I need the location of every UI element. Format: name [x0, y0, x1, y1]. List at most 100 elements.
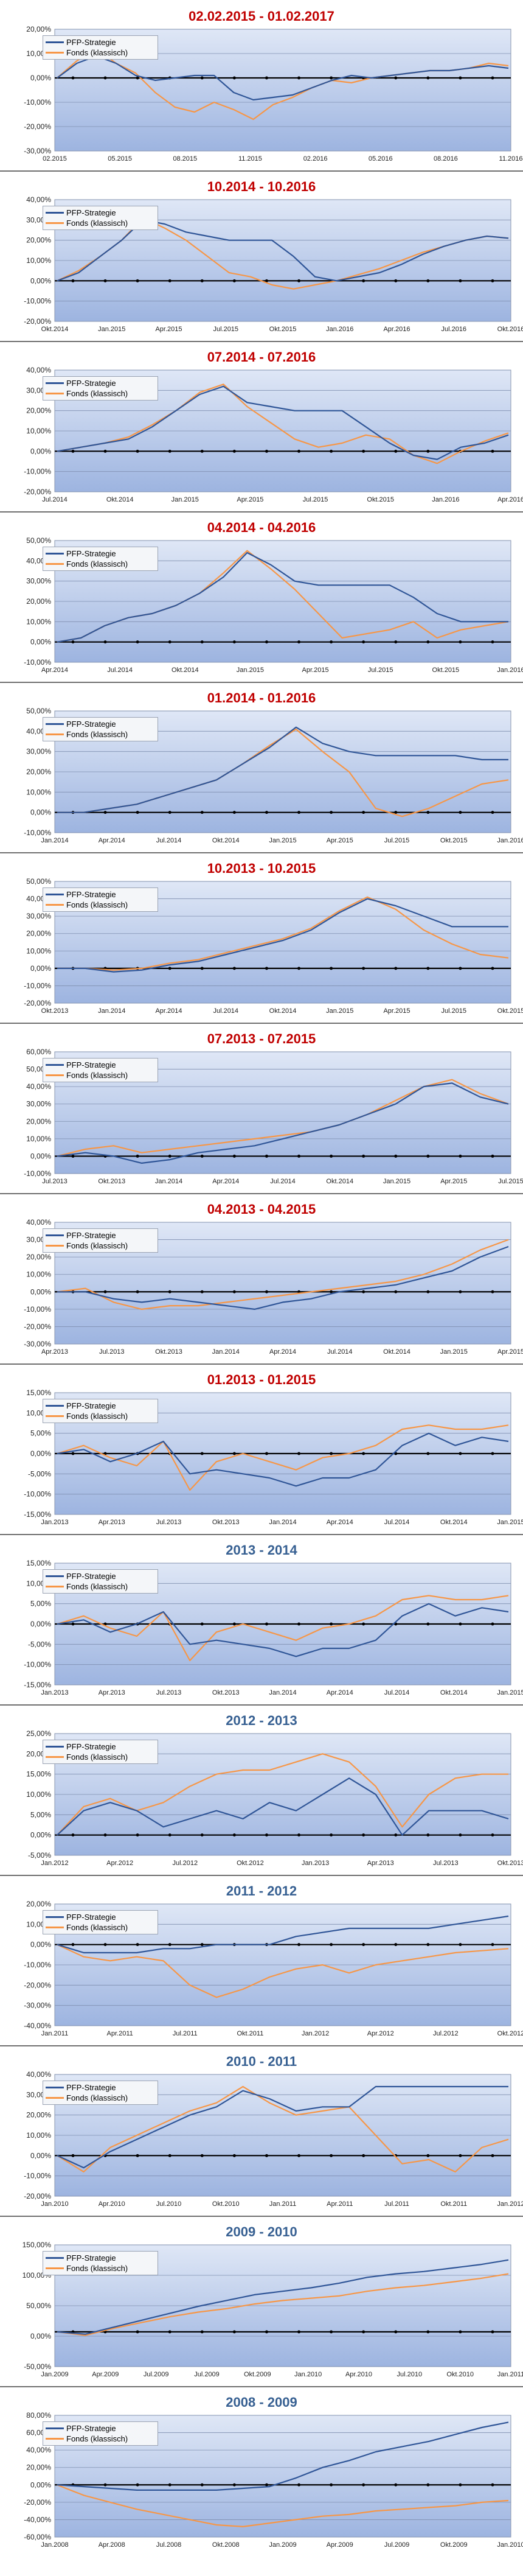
x-tick-label: Jan.2015: [383, 1178, 410, 1185]
x-tick-label: Okt.2014: [41, 326, 69, 333]
zero-line-marker: [394, 2483, 398, 2487]
zero-line-marker: [362, 2154, 365, 2157]
zero-line-marker: [297, 2154, 301, 2157]
zero-line-marker: [232, 1154, 236, 1158]
zero-line-marker: [71, 1943, 75, 1947]
chart-legend: PFP-Strategie Fonds (klassisch): [43, 717, 158, 741]
chart-title: 10.2013 - 10.2015: [207, 861, 316, 876]
x-tick-label: Apr.2014: [41, 667, 68, 674]
chart-panel: 2013 - 2014 15,00% 10,00% 5,00% 0,00% -5,00% -…: [0, 1539, 523, 1704]
zero-line-marker: [426, 1290, 430, 1293]
zero-line-marker: [330, 2330, 333, 2334]
legend-label: PFP-Strategie: [66, 1231, 116, 1240]
zero-line-marker: [362, 1154, 365, 1158]
x-tick-label: Jan.2013: [41, 1519, 68, 1526]
zero-line-marker: [200, 76, 204, 80]
y-tick-label: -10,00%: [24, 1305, 51, 1314]
y-tick-label: -20,00%: [24, 122, 51, 131]
zero-line-marker: [394, 2330, 398, 2334]
zero-line-marker: [168, 811, 171, 814]
x-tick-label: Apr.2016: [383, 326, 410, 333]
x-tick-label: Jan.2014: [155, 1178, 182, 1185]
zero-line-marker: [362, 640, 365, 644]
zero-line-marker: [491, 2330, 494, 2334]
zero-line-marker: [426, 967, 430, 970]
zero-line-marker: [103, 449, 107, 453]
y-tick-label: 30,00%: [26, 912, 51, 920]
x-tick-label: Apr.2010: [99, 2200, 125, 2208]
x-tick-label: Okt.2014: [440, 1519, 468, 1526]
zero-line-marker: [200, 1833, 204, 1837]
legend-swatch: [46, 382, 64, 384]
zero-line-marker: [491, 1943, 494, 1947]
x-tick-label: Apr.2014: [327, 1689, 353, 1696]
x-tick-label: Jul.2016: [441, 326, 466, 333]
zero-line-marker: [200, 1943, 204, 1947]
y-tick-label: -20,00%: [24, 488, 51, 496]
zero-line-marker: [200, 1154, 204, 1158]
legend-entry-fund: Fonds (klassisch): [46, 1241, 155, 1251]
line-chart: 40,00%30,00%20,00%10,00%0,00%-10,00%-20,…: [24, 366, 523, 503]
chart-panel: 2009 - 2010 150,00% 100,00% 50,00% 0,00% -50,…: [0, 2221, 523, 2386]
legend-entry-strategy: PFP-Strategie: [46, 208, 155, 218]
y-tick-label: 0,00%: [30, 1941, 51, 1949]
line-chart: 40,00%30,00%20,00%10,00%0,00%-10,00%-20,…: [24, 195, 523, 333]
zero-line-marker: [71, 449, 75, 453]
y-tick-label: -10,00%: [24, 1169, 51, 1178]
chart-legend: PFP-Strategie Fonds (klassisch): [43, 1569, 158, 1594]
y-tick-label: 0,00%: [30, 2480, 51, 2489]
y-tick-label: 10,00%: [26, 256, 51, 265]
x-tick-label: Jan.2016: [497, 837, 523, 844]
x-tick-label: Okt.2015: [440, 837, 468, 844]
chart-legend: PFP-Strategie Fonds (klassisch): [43, 35, 158, 60]
series-line-strategy: [57, 1245, 509, 1310]
legend-label: PFP-Strategie: [66, 208, 116, 217]
x-tick-label: Jan.2010: [41, 2200, 68, 2208]
y-tick-label: 0,00%: [30, 2332, 51, 2340]
y-tick-label: -20,00%: [24, 2498, 51, 2507]
y-tick-label: 10,00%: [26, 788, 51, 796]
y-tick-label: 0,00%: [30, 74, 51, 82]
zero-line-marker: [459, 1452, 462, 1455]
x-tick-label: Jan.2010: [497, 2541, 523, 2549]
y-tick-label: 15,00%: [26, 1770, 51, 1779]
x-tick-label: Okt.2011: [237, 2030, 264, 2037]
zero-line-marker: [362, 967, 365, 970]
x-tick-label: Apr.2013: [99, 1519, 125, 1526]
zero-line-marker: [136, 2154, 139, 2157]
chart-legend: PFP-Strategie Fonds (klassisch): [43, 2421, 158, 2446]
y-tick-label: -10,00%: [24, 1661, 51, 1669]
zero-line-marker: [103, 76, 107, 80]
zero-line-marker: [426, 2330, 430, 2334]
x-tick-label: Jul.2015: [441, 1007, 466, 1015]
y-tick-label: -30,00%: [24, 147, 51, 155]
zero-line-marker: [265, 967, 268, 970]
zero-line-marker: [491, 76, 494, 80]
zero-line-marker: [168, 1290, 171, 1293]
zero-line-marker: [330, 640, 333, 644]
legend-entry-strategy: PFP-Strategie: [46, 1912, 155, 1922]
legend-swatch: [46, 1405, 64, 1407]
y-tick-label: 80,00%: [26, 2411, 51, 2420]
zero-line-marker: [168, 2330, 171, 2334]
x-tick-label: Jan.2015: [440, 1348, 468, 1356]
zero-line-marker: [426, 279, 430, 282]
zero-line-marker: [136, 811, 139, 814]
x-tick-label: Apr.2015: [237, 496, 263, 503]
y-tick-label: 0,00%: [30, 2151, 51, 2160]
x-tick-label: Okt.2015: [367, 496, 394, 503]
x-tick-label: Jan.2016: [432, 496, 459, 503]
zero-line-marker: [71, 1622, 75, 1626]
panel-separator: [0, 1704, 523, 1706]
zero-line-marker: [200, 640, 204, 644]
legend-label: Fonds (klassisch): [66, 389, 128, 398]
x-tick-label: Jul.2014: [384, 1689, 410, 1696]
legend-entry-strategy: PFP-Strategie: [46, 1401, 155, 1411]
zero-line-marker: [103, 2483, 107, 2487]
zero-line-marker: [297, 2330, 301, 2334]
legend-swatch: [46, 1927, 64, 1928]
x-tick-label: Jan.2015: [497, 1519, 523, 1526]
x-tick-label: Okt.2013: [41, 1007, 69, 1015]
zero-line-marker: [362, 1833, 365, 1837]
zero-line-marker: [491, 640, 494, 644]
